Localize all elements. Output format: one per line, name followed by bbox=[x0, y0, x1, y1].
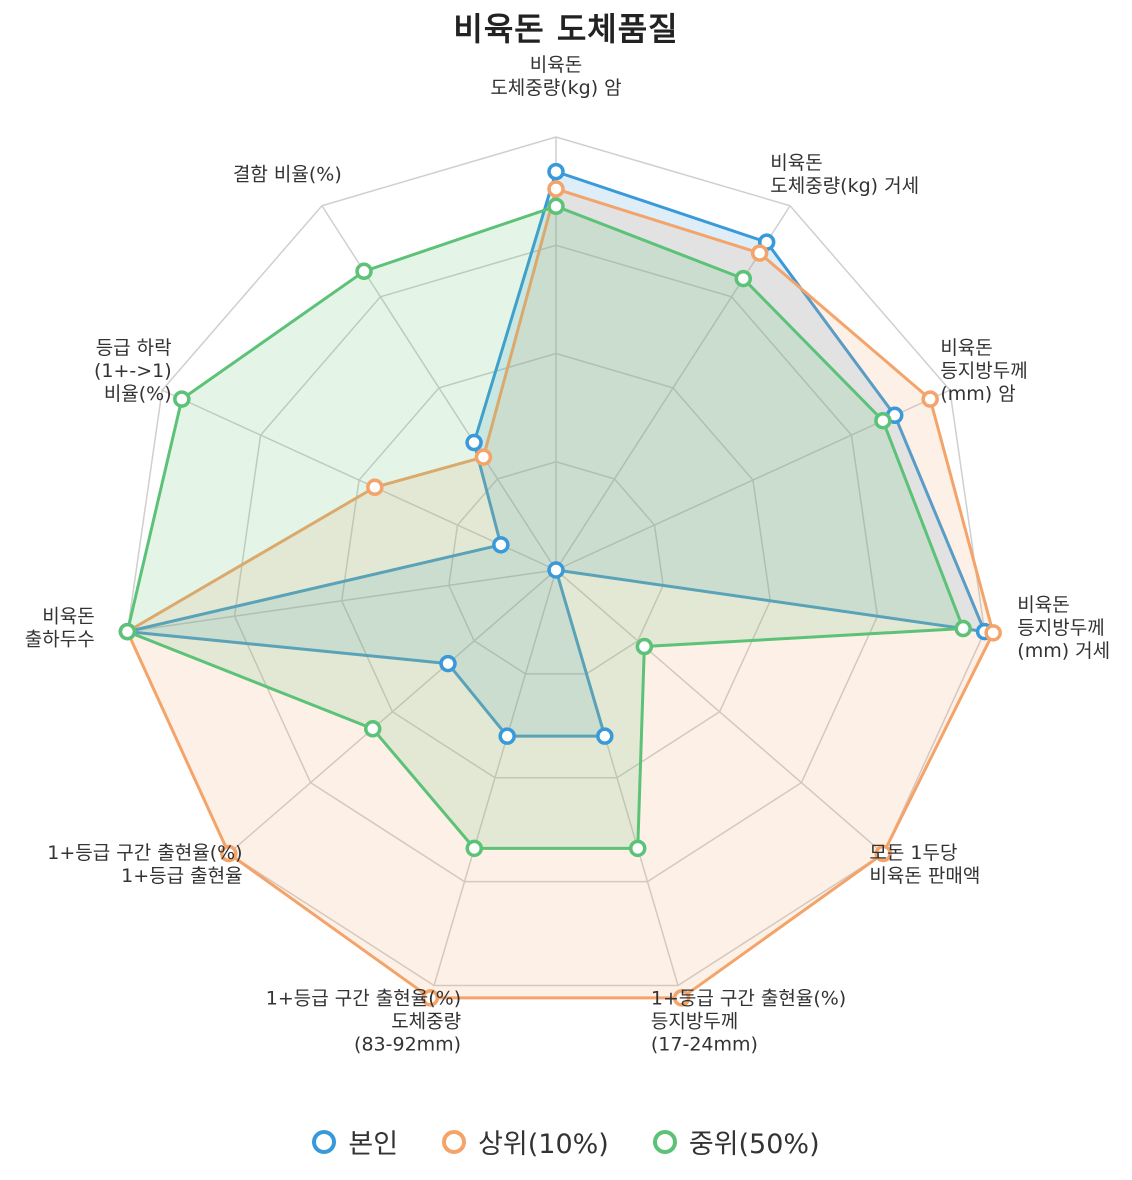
axis-spoke bbox=[161, 389, 557, 571]
legend-item-top10[interactable]: 상위(10%) bbox=[442, 1122, 609, 1161]
series-area-1 bbox=[125, 187, 995, 1000]
legend: 본인 상위(10%) 중위(50%) bbox=[0, 1122, 1132, 1161]
grid-ring bbox=[233, 244, 879, 883]
axis-label: 비육돈 출하두수 bbox=[25, 606, 95, 651]
grid-ring bbox=[340, 352, 772, 779]
series-area-2 bbox=[125, 204, 965, 850]
data-point[interactable] bbox=[596, 727, 614, 745]
data-point[interactable] bbox=[355, 262, 373, 281]
data-point[interactable] bbox=[750, 244, 769, 262]
data-point[interactable] bbox=[439, 654, 457, 673]
data-point[interactable] bbox=[635, 637, 654, 656]
series-area-0 bbox=[125, 170, 987, 738]
data-point[interactable] bbox=[954, 619, 972, 638]
data-point[interactable] bbox=[547, 197, 565, 216]
data-point[interactable] bbox=[465, 433, 483, 452]
legend-label: 본인 bbox=[348, 1129, 399, 1160]
data-point[interactable] bbox=[547, 561, 565, 579]
axis-spoke bbox=[228, 569, 557, 855]
data-point[interactable] bbox=[118, 622, 137, 641]
legend-label: 중위(50%) bbox=[688, 1129, 820, 1160]
data-point[interactable] bbox=[173, 390, 191, 408]
data-point[interactable] bbox=[465, 839, 484, 858]
data-point[interactable] bbox=[366, 478, 384, 497]
data-point[interactable] bbox=[874, 411, 892, 430]
legend-marker-icon bbox=[312, 1129, 337, 1154]
legend-item-self[interactable]: 본인 bbox=[312, 1122, 398, 1161]
data-point[interactable] bbox=[498, 727, 516, 745]
axis-label: 모돈 1두당 비육돈 판매액 bbox=[869, 842, 980, 887]
axis-label: 비육돈 도체중량(kg) 거세 bbox=[770, 152, 919, 197]
data-point[interactable] bbox=[363, 720, 382, 738]
axis-spoke bbox=[127, 569, 557, 633]
data-point[interactable] bbox=[492, 536, 510, 554]
legend-marker-icon bbox=[652, 1129, 677, 1154]
axis-spoke bbox=[433, 569, 557, 986]
axis-spoke bbox=[555, 205, 791, 571]
axis-label: 1+등급 구간 출현율(%) 도체중량 (83-92mm) bbox=[266, 987, 461, 1055]
data-point[interactable] bbox=[628, 839, 647, 858]
data-point[interactable] bbox=[672, 989, 691, 1007]
data-point[interactable] bbox=[474, 448, 493, 466]
data-point[interactable] bbox=[874, 844, 892, 863]
data-point[interactable] bbox=[984, 624, 1002, 642]
grid-ring bbox=[448, 460, 664, 675]
axis-label: 등급 하락 (1+->1) 비율(%) bbox=[94, 337, 172, 405]
chart-title: 비육돈 도체품질 bbox=[453, 10, 679, 48]
grid-ring bbox=[126, 136, 986, 987]
legend-label: 상위(10%) bbox=[478, 1129, 609, 1160]
axis-label: 결함 비율(%) bbox=[233, 164, 342, 186]
axis-spoke bbox=[555, 569, 884, 855]
axis-label: 비육돈 도체중량(kg) 암 bbox=[490, 54, 621, 99]
data-point[interactable] bbox=[734, 269, 753, 288]
data-point[interactable] bbox=[421, 989, 440, 1007]
data-point[interactable] bbox=[547, 180, 565, 198]
data-point[interactable] bbox=[220, 844, 238, 863]
axis-label: 1+등급 구간 출현율(%) 1+등급 출현율 bbox=[47, 842, 242, 887]
axis-label: 비육돈 등지방두께 (mm) 암 bbox=[940, 337, 1027, 405]
data-point[interactable] bbox=[921, 390, 939, 408]
legend-item-median[interactable]: 중위(50%) bbox=[652, 1122, 820, 1161]
legend-marker-icon bbox=[442, 1129, 467, 1154]
axis-label: 비육돈 등지방두께 (mm) 거세 bbox=[1017, 594, 1110, 662]
series-layer bbox=[118, 162, 1002, 1007]
data-point[interactable] bbox=[547, 162, 565, 181]
axis-label: 1+등급 구간 출현율(%) 등지방두께 (17-24mm) bbox=[651, 987, 846, 1055]
